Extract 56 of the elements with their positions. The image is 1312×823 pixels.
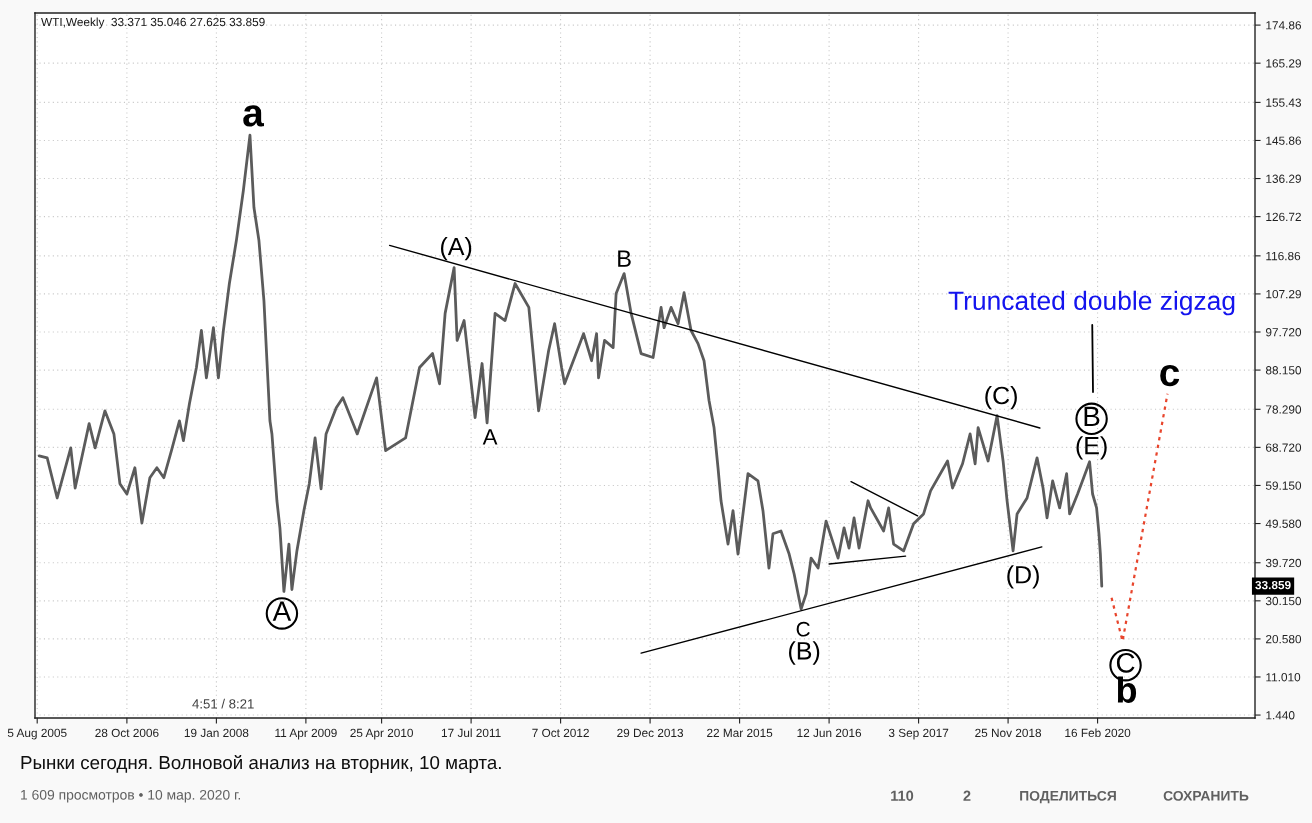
y-tick-label: 39.720 — [1265, 558, 1302, 568]
y-tick-label: 116.86 — [1266, 251, 1301, 261]
y-tick-label: 145.86 — [1266, 136, 1302, 145]
x-tick-label: 29 Dec 2013 — [617, 728, 684, 738]
annotation: 4:51 / 8:21 — [192, 698, 254, 709]
annotation: A — [272, 601, 292, 621]
x-tick-label: 3 Sep 2017 — [888, 728, 949, 740]
y-tick-label: 97.720 — [1265, 328, 1302, 337]
annotation: (E) — [1076, 436, 1107, 460]
y-tick-label: 1.440 — [1266, 711, 1295, 720]
annotation: (C) — [985, 385, 1017, 410]
y-tick-label: 11.010 — [1266, 673, 1301, 682]
text: Рынки сегодня. Волновой анализ на вторник, 10 марта. — [21, 755, 501, 773]
x-tick-label: 25 Nov 2018 — [975, 728, 1042, 738]
text: 110 — [891, 790, 914, 801]
x-tick-label: 11 Apr 2009 — [275, 728, 337, 740]
y-tick-label: 155.43 — [1266, 98, 1302, 107]
y-tick-label: 78.290 — [1266, 405, 1302, 414]
x-tick-label: 17 Jul 2011 — [441, 728, 501, 738]
y-tick-label: 49.580 — [1265, 519, 1302, 528]
y-tick-label: 126.72 — [1266, 212, 1301, 222]
annotation: B — [1084, 406, 1100, 426]
text: ПОДЕЛИТЬСЯ — [1020, 790, 1116, 804]
y-tick-label: 30.150 — [1265, 596, 1302, 606]
x-tick-label: 5 Aug 2005 — [7, 728, 67, 740]
x-tick-label: 12 Jun 2016 — [797, 728, 862, 738]
text: СОХРАНИТЬ — [1163, 790, 1249, 801]
x-tick-label: 28 Oct 2006 — [95, 728, 159, 738]
x-tick-label: 7 Oct 2012 — [532, 728, 589, 738]
annotation: (A) — [441, 236, 472, 261]
x-tick-label: 19 Jan 2008 — [184, 728, 249, 738]
x-tick-label: 22 Mar 2015 — [707, 728, 773, 738]
text: 2 — [963, 790, 971, 801]
y-tick-label: 59.150 — [1265, 481, 1302, 490]
annotation: b — [1117, 676, 1137, 703]
y-tick-label: 136.29 — [1266, 174, 1301, 183]
x-tick-label: 16 Feb 2020 — [1065, 728, 1131, 738]
annotation: (B) — [789, 641, 820, 665]
annotation: (D) — [1007, 565, 1039, 589]
y-tick-label: 165.29 — [1266, 59, 1301, 68]
y-tick-label: 88.150 — [1265, 366, 1302, 375]
annotation: c — [1160, 364, 1180, 387]
text: 1 609 просмотров • 10 мар. 2020 г. — [21, 789, 240, 803]
annotation: Truncated double zigzag — [948, 290, 1235, 316]
annotation: C — [1116, 653, 1135, 673]
annotation: B — [618, 250, 631, 267]
y-tick-label: 174.86 — [1266, 21, 1302, 30]
x-tick-label: 25 Apr 2010 — [350, 728, 413, 740]
annotation: C — [796, 621, 810, 637]
chart-title: WTI,Weekly 33.371 35.046 27.625 33.859 — [41, 17, 265, 29]
annotation: A — [482, 429, 498, 445]
y-tick-label: 107.29 — [1266, 289, 1301, 299]
y-tick-label: 20.580 — [1266, 634, 1302, 644]
y-tick-label: 68.720 — [1266, 443, 1302, 452]
annotation: 33.859 — [1255, 580, 1291, 590]
annotation: a — [243, 105, 265, 127]
